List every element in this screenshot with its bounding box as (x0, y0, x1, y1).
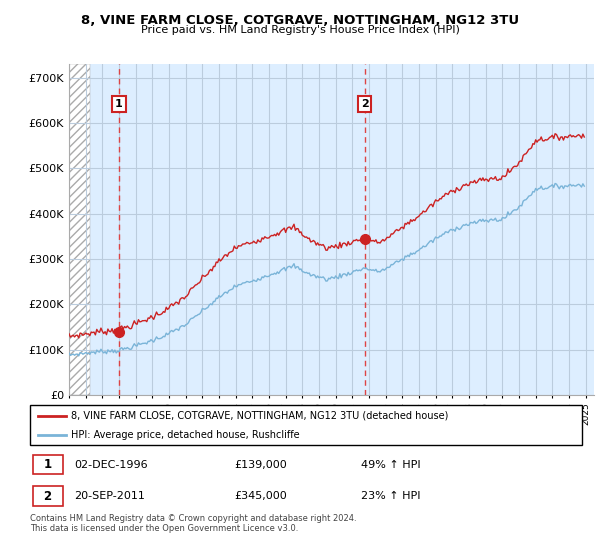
Bar (33, 455, 63, 474)
Text: 1: 1 (44, 458, 52, 471)
Text: HPI: Average price, detached house, Rushcliffe: HPI: Average price, detached house, Rush… (71, 430, 300, 440)
Text: 2: 2 (361, 99, 369, 109)
Text: Price paid vs. HM Land Registry's House Price Index (HPI): Price paid vs. HM Land Registry's House … (140, 25, 460, 35)
Text: Contains HM Land Registry data © Crown copyright and database right 2024.
This d: Contains HM Land Registry data © Crown c… (30, 514, 356, 534)
Text: 02-DEC-1996: 02-DEC-1996 (74, 460, 148, 470)
Text: 8, VINE FARM CLOSE, COTGRAVE, NOTTINGHAM, NG12 3TU: 8, VINE FARM CLOSE, COTGRAVE, NOTTINGHAM… (81, 14, 519, 27)
Text: 20-SEP-2011: 20-SEP-2011 (74, 491, 145, 501)
Bar (33, 486, 63, 506)
Text: 23% ↑ HPI: 23% ↑ HPI (361, 491, 421, 501)
Text: 2: 2 (44, 489, 52, 502)
Bar (69, 64, 90, 395)
Text: £139,000: £139,000 (234, 460, 287, 470)
Text: £345,000: £345,000 (234, 491, 287, 501)
Text: 49% ↑ HPI: 49% ↑ HPI (361, 460, 421, 470)
Text: 1: 1 (115, 99, 123, 109)
Text: 8, VINE FARM CLOSE, COTGRAVE, NOTTINGHAM, NG12 3TU (detached house): 8, VINE FARM CLOSE, COTGRAVE, NOTTINGHAM… (71, 411, 449, 421)
